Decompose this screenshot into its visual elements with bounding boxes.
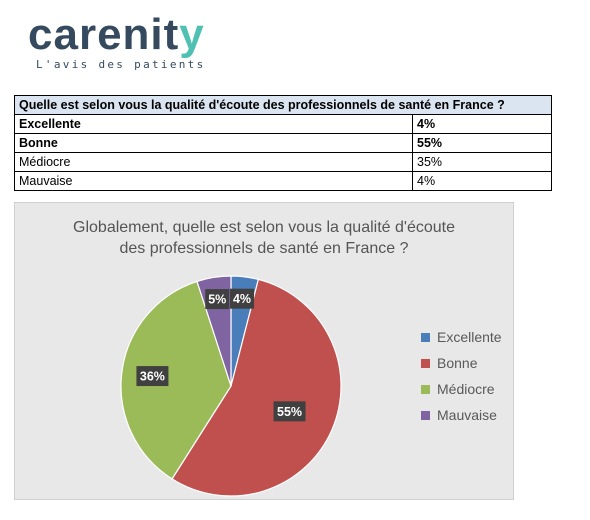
legend-label: Médiocre <box>437 381 495 397</box>
pie-data-label-box <box>273 401 306 422</box>
pie-data-label: 36% <box>136 366 169 387</box>
survey-row: Médiocre 35% <box>14 152 552 172</box>
legend-label: Excellente <box>437 329 502 345</box>
survey-row-value: 4% <box>412 114 552 134</box>
legend-swatch <box>421 359 430 368</box>
pie-data-label-text: 55% <box>277 405 302 419</box>
survey-row-value: 55% <box>412 133 552 153</box>
chart-title-line-1: Globalement, quelle est selon vous la qu… <box>73 219 455 236</box>
pie-data-label-box <box>230 288 255 309</box>
pie-data-label: 55% <box>273 401 306 422</box>
logo-word-end: y <box>179 10 205 59</box>
survey-row: Bonne 55% <box>14 133 552 153</box>
pie-slice-bonne <box>171 278 342 497</box>
survey-question-row: Quelle est selon vous la qualité d'écout… <box>14 95 552 115</box>
chart-title-line-2: des professionnels de santé en France ? <box>119 240 409 257</box>
survey-table: Quelle est selon vous la qualité d'écout… <box>14 95 552 191</box>
survey-row-label: Médiocre <box>14 152 413 172</box>
legend-swatch <box>421 411 430 420</box>
survey-row: Excellente 4% <box>14 114 552 134</box>
pie-data-label: 5% <box>205 289 230 310</box>
survey-row-label: Excellente <box>14 114 413 134</box>
pie-svg: 4% 55% 36% 5% <box>120 275 342 497</box>
pie-data-label: 4% <box>230 288 255 309</box>
pie-data-label-box <box>205 289 230 310</box>
survey-row-value: 35% <box>412 152 552 172</box>
logo-wordmark: carenity <box>28 10 205 60</box>
survey-row-label: Bonne <box>14 133 413 153</box>
legend-label: Bonne <box>437 355 478 371</box>
survey-row: Mauvaise 4% <box>14 171 552 191</box>
pie-data-label-text: 4% <box>233 292 251 306</box>
survey-row-label: Mauvaise <box>14 171 413 191</box>
pie-slice-médiocre <box>120 280 232 480</box>
survey-question: Quelle est selon vous la qualité d'écout… <box>14 95 552 115</box>
legend-swatch <box>421 385 430 394</box>
chart-title: Globalement, quelle est selon vous la qu… <box>15 217 513 259</box>
logo-word-start: carenit <box>28 10 180 59</box>
pie-data-label-text: 5% <box>208 293 226 307</box>
legend-swatch <box>421 333 430 342</box>
legend-label: Mauvaise <box>437 407 497 423</box>
pie-data-label-text: 36% <box>140 370 165 384</box>
pie-chart: Globalement, quelle est selon vous la qu… <box>14 202 514 500</box>
survey-row-value: 4% <box>412 171 552 191</box>
pie-data-label-box <box>136 366 169 387</box>
logo-tagline: L'avis des patients <box>36 58 206 71</box>
carenity-logo: carenity L'avis des patients <box>28 10 228 74</box>
